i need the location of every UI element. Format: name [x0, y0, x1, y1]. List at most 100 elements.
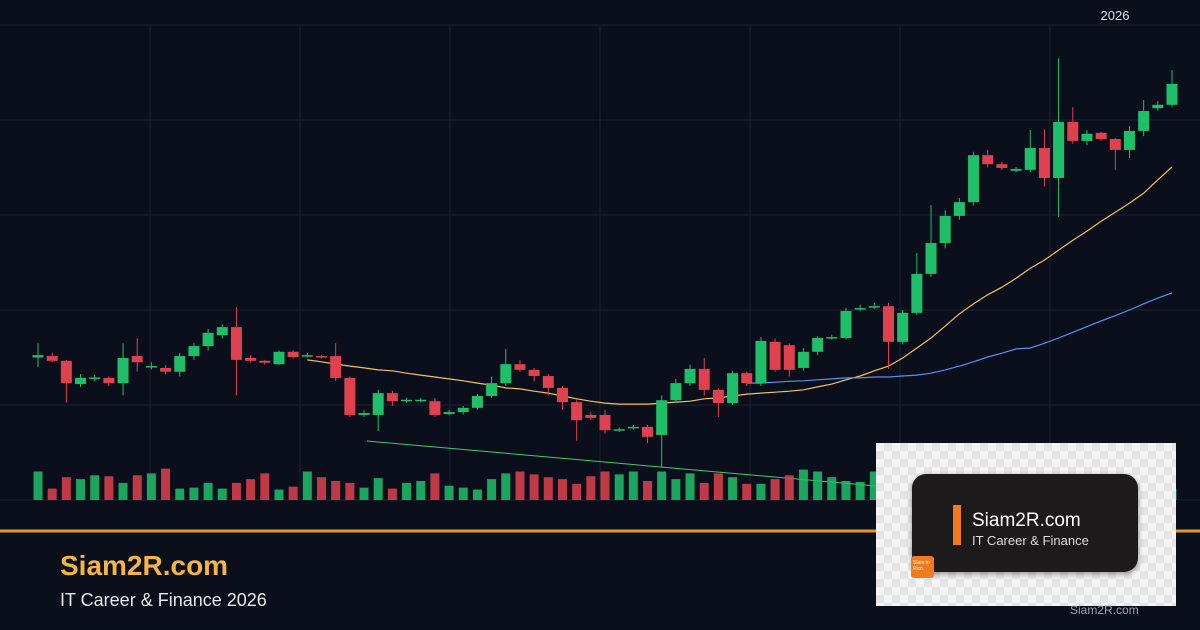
candle-body: [656, 400, 668, 435]
volume-bar: [572, 483, 582, 500]
tagline: IT Career & Finance 2026: [60, 590, 267, 610]
candle-body: [698, 368, 710, 390]
candle-body: [613, 429, 625, 431]
volume-bar: [317, 477, 326, 500]
logo-bar: [953, 505, 961, 545]
volume-bar: [246, 479, 256, 500]
volume-bar: [869, 471, 879, 500]
candle-body: [727, 373, 739, 404]
candle-body: [1053, 121, 1065, 178]
volume-bar: [76, 479, 86, 500]
volume-bar: [728, 477, 738, 500]
candle-body: [1038, 148, 1050, 178]
candle-body: [1138, 110, 1150, 131]
candle-body: [996, 164, 1008, 168]
volume-bar: [387, 488, 397, 500]
candle-body: [1152, 104, 1164, 109]
candle-body: [46, 356, 58, 361]
period-label: 2026: [1101, 8, 1130, 23]
candle-body: [911, 273, 923, 313]
candle-body: [429, 401, 441, 415]
volume-bar: [827, 477, 837, 500]
volume-bar: [685, 473, 695, 500]
volume-bar: [61, 477, 71, 500]
candle-body: [160, 367, 172, 372]
candle-body: [415, 399, 427, 402]
candle-body: [769, 341, 781, 370]
candle-body: [571, 402, 583, 421]
volume-bar: [104, 476, 114, 500]
candle-body: [1067, 121, 1079, 141]
candle-body: [556, 387, 568, 403]
candle-body: [741, 373, 753, 384]
candle-body: [386, 393, 398, 402]
volume-bar: [756, 483, 766, 500]
volume-bar: [302, 471, 312, 500]
candle-body: [783, 345, 795, 370]
candle-body: [840, 310, 852, 339]
card-site: Siam2R.com: [972, 510, 1081, 531]
volume-bar: [288, 486, 298, 500]
volume-bar: [345, 482, 355, 500]
volume-bar: [657, 471, 667, 500]
volume-bar: [586, 476, 596, 500]
card-tagline: IT Career & Finance: [972, 533, 1089, 548]
volume-bar: [529, 474, 539, 500]
candle-body: [316, 356, 327, 358]
volume-bar: [189, 487, 199, 500]
candle-body: [712, 389, 724, 404]
volume-bar: [557, 479, 567, 500]
candle-body: [32, 355, 44, 358]
volume-bar: [770, 479, 780, 500]
candle-body: [627, 426, 639, 429]
moving-average: [746, 292, 1173, 384]
logo-panel: Siam2R.com IT Career & Finance: [912, 474, 1138, 572]
volume-bar: [203, 482, 213, 500]
candle-body: [230, 327, 242, 360]
volume-bar: [798, 469, 808, 500]
candle-body: [528, 369, 540, 377]
volume-bar: [402, 482, 412, 500]
volume-bar: [487, 479, 497, 500]
candle-body: [174, 356, 186, 372]
candle-body: [287, 351, 299, 358]
volume-bar: [118, 482, 128, 500]
candle-body: [826, 337, 838, 339]
candle-body: [1081, 133, 1093, 141]
volume-bar: [359, 487, 369, 500]
candle-body: [145, 366, 157, 368]
volume-bar: [260, 473, 270, 500]
candle-body: [486, 383, 498, 396]
candle-body: [599, 414, 611, 431]
candle-body: [953, 202, 965, 216]
volume-bar: [628, 471, 638, 500]
volume-bar: [444, 485, 454, 500]
candle-body: [968, 155, 980, 203]
candle-body: [259, 360, 271, 363]
volume-bar: [784, 475, 794, 500]
candle-body: [542, 376, 554, 388]
volume-bar: [430, 473, 440, 500]
volume-bar: [699, 482, 709, 500]
candle-body: [755, 340, 767, 384]
candle-body: [797, 351, 809, 368]
candle-body: [401, 399, 413, 402]
vertical-grid: [149, 25, 1051, 500]
site-name: Siam2R.com: [60, 550, 229, 581]
volume-bar: [742, 483, 752, 500]
candle-body: [500, 364, 512, 384]
candle-body: [202, 332, 214, 347]
volume-bar: [146, 473, 156, 500]
badge: Siam to Rich: [911, 556, 934, 578]
candle-body: [273, 351, 285, 365]
candle-body: [925, 243, 937, 274]
candle-body: [358, 413, 370, 415]
candle-body: [868, 306, 880, 308]
volume-bar: [331, 481, 341, 500]
volume-bar: [373, 478, 383, 500]
candle-body: [216, 327, 228, 336]
candle-body: [982, 155, 994, 165]
volume-bar: [515, 471, 525, 500]
volume-bar: [33, 471, 43, 500]
volume-bar: [217, 488, 227, 500]
